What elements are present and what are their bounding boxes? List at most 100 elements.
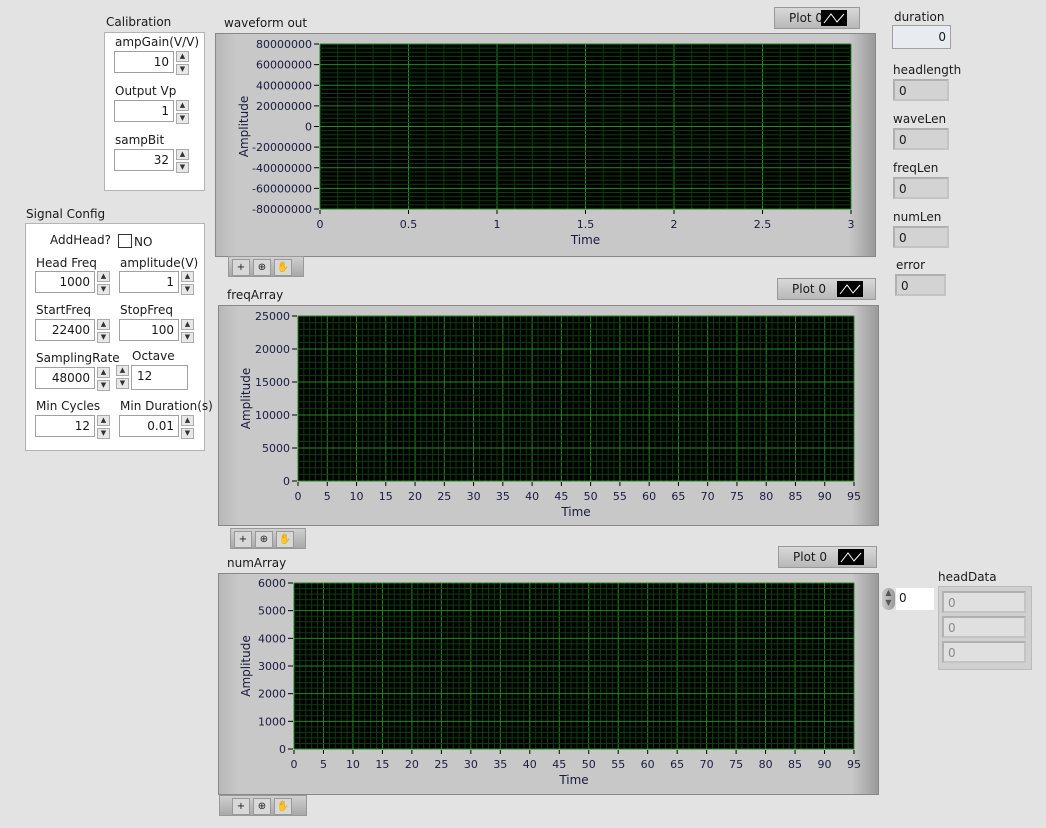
y-tick-label: 80000000 xyxy=(256,38,312,51)
start-freq-input[interactable]: 22400 xyxy=(35,319,95,341)
num-array-plot[interactable]: 0 5 10 15 20 25 30 35 40 45 50 55 60 65 70 75 80 85 90 95 60… xyxy=(219,574,878,794)
cursor-tool-icon[interactable]: + xyxy=(234,531,252,548)
head-data-element: 0 xyxy=(942,591,1026,613)
x-tick-label: 75 xyxy=(730,490,744,503)
pan-hand-icon[interactable]: ✋ xyxy=(274,798,292,815)
min-cycles-spinner[interactable]: ▲ ▼ xyxy=(97,415,110,439)
y-tick-label: -80000000 xyxy=(252,203,312,216)
min-cycles-label: Min Cycles xyxy=(36,399,101,413)
amplitude-spinner[interactable]: ▲ ▼ xyxy=(181,271,194,295)
y-tick-label: 40000000 xyxy=(256,79,312,92)
waveform-out-plot[interactable]: 0 0.5 1 1.5 2 2.5 3 80000000 60000000 40000000 200… xyxy=(216,34,875,256)
numlen-label: numLen xyxy=(893,210,942,224)
x-tick-label: 60 xyxy=(641,758,655,771)
x-tick-label: 70 xyxy=(701,490,715,503)
stop-freq-input[interactable]: 100 xyxy=(119,319,179,341)
waveform-plot-legend[interactable]: Plot 0 xyxy=(774,7,860,29)
duration-input[interactable]: 0 xyxy=(892,25,951,49)
y-tick-label: 15000 xyxy=(255,376,290,389)
x-tick-label: 15 xyxy=(375,758,389,771)
cursor-tool-icon[interactable]: + xyxy=(232,259,250,276)
output-vp-input[interactable]: 1 xyxy=(114,100,174,122)
graph-palette: + ⊕ ✋ xyxy=(219,795,307,816)
duration-label: duration xyxy=(894,10,945,24)
x-tick-label: 95 xyxy=(847,758,861,771)
x-tick-label: 0 xyxy=(295,490,302,503)
zoom-tool-icon[interactable]: ⊕ xyxy=(253,259,271,276)
x-tick-label: 45 xyxy=(552,758,566,771)
plot-line-icon xyxy=(838,549,864,565)
x-tick-label: 90 xyxy=(818,490,832,503)
x-tick-label: 0 xyxy=(317,218,324,231)
x-tick-label: 75 xyxy=(729,758,743,771)
x-tick-label: 60 xyxy=(642,490,656,503)
x-tick-label: 65 xyxy=(670,758,684,771)
sampling-rate-input[interactable]: 48000 xyxy=(35,367,95,389)
amp-gain-spinner[interactable]: ▲ ▼ xyxy=(176,51,189,75)
output-vp-spinner[interactable]: ▲ ▼ xyxy=(176,100,189,124)
head-freq-input[interactable]: 1000 xyxy=(35,271,95,293)
samp-bit-input[interactable]: 32 xyxy=(114,149,174,171)
headlength-indicator: 0 xyxy=(893,79,949,101)
y-tick-label: 20000000 xyxy=(256,100,312,113)
y-tick-label: -60000000 xyxy=(252,182,312,195)
pan-hand-icon[interactable]: ✋ xyxy=(274,259,292,276)
min-cycles-input[interactable]: 12 xyxy=(35,415,95,437)
x-axis-label: Time xyxy=(560,505,590,519)
y-tick-label: 60000000 xyxy=(256,59,312,72)
array-index-spinner[interactable]: ▲ ▼ xyxy=(882,588,895,610)
y-tick-label: 5000 xyxy=(258,605,286,618)
x-tick-label: 45 xyxy=(554,490,568,503)
y-tick-label: 2000 xyxy=(258,688,286,701)
samp-bit-label: sampBit xyxy=(115,133,165,147)
min-duration-spinner[interactable]: ▲ ▼ xyxy=(181,415,194,439)
octave-input[interactable]: 12 xyxy=(131,365,188,390)
stop-freq-spinner[interactable]: ▲ ▼ xyxy=(181,319,194,343)
amplitude-label: amplitude(V) xyxy=(120,256,199,270)
min-duration-label: Min Duration(s) xyxy=(120,399,213,413)
y-tick-label: 1000 xyxy=(258,715,286,728)
plot-area xyxy=(298,316,854,481)
zoom-tool-icon[interactable]: ⊕ xyxy=(255,531,273,548)
array-index-input[interactable]: 0 xyxy=(896,588,934,610)
x-tick-label: 40 xyxy=(523,758,537,771)
head-freq-spinner[interactable]: ▲ ▼ xyxy=(97,271,110,295)
samp-bit-spinner[interactable]: ▲ ▼ xyxy=(176,149,189,173)
num-array-title: numArray xyxy=(227,556,287,570)
amp-gain-input[interactable]: 10 xyxy=(114,51,174,73)
add-head-checkbox[interactable] xyxy=(118,234,132,248)
y-tick-label: 4000 xyxy=(258,632,286,645)
y-axis-label: Amplitude xyxy=(239,368,253,430)
x-tick-label: 35 xyxy=(493,758,507,771)
y-tick-label: 25000 xyxy=(255,310,290,323)
amplitude-input[interactable]: 1 xyxy=(119,271,179,293)
freq-array-plot[interactable]: 0 5 10 15 20 25 30 35 40 45 50 55 60 65 70 75 80 85 90 95 25… xyxy=(219,306,878,525)
x-tick-label: 10 xyxy=(346,758,360,771)
cursor-tool-icon[interactable]: + xyxy=(232,798,250,815)
x-axis-label: Time xyxy=(570,233,600,247)
x-tick-label: 50 xyxy=(584,490,598,503)
error-label: error xyxy=(896,258,926,272)
waveform-out-graph: 0 0.5 1 1.5 2 2.5 3 80000000 60000000 40000000 200… xyxy=(215,33,876,257)
freq-array-title: freqArray xyxy=(227,288,284,302)
x-tick-label: 2 xyxy=(671,218,678,231)
zoom-tool-icon[interactable]: ⊕ xyxy=(253,798,271,815)
x-tick-label: 30 xyxy=(464,758,478,771)
octave-spinner[interactable]: ▲ ▼ xyxy=(116,365,129,389)
pan-hand-icon[interactable]: ✋ xyxy=(276,531,294,548)
head-freq-label: Head Freq xyxy=(36,256,97,270)
error-indicator: 0 xyxy=(895,274,946,296)
num-plot-legend[interactable]: Plot 0 xyxy=(778,546,877,568)
x-tick-label: 65 xyxy=(671,490,685,503)
start-freq-spinner[interactable]: ▲ ▼ xyxy=(97,319,110,343)
freq-plot-legend[interactable]: Plot 0 xyxy=(777,278,876,300)
wavelen-label: waveLen xyxy=(893,112,947,126)
min-duration-input[interactable]: 0.01 xyxy=(119,415,179,437)
octave-label: Octave xyxy=(132,349,175,363)
x-tick-label: 30 xyxy=(467,490,481,503)
x-tick-label: 55 xyxy=(611,758,625,771)
sampling-rate-spinner[interactable]: ▲ ▼ xyxy=(97,367,110,391)
add-head-label: AddHead? xyxy=(50,233,111,247)
y-tick-label: 0 xyxy=(283,475,290,488)
x-tick-label: 1 xyxy=(494,218,501,231)
